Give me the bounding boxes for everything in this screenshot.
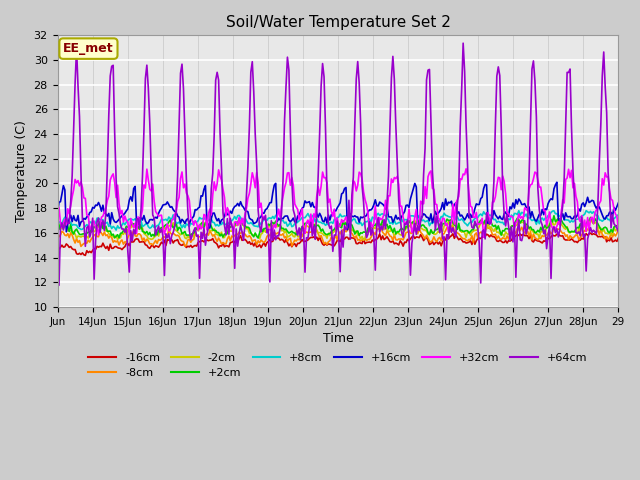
+16cm	[54, 211, 61, 217]
-8cm	[449, 223, 457, 228]
-16cm	[344, 234, 351, 240]
+64cm	[92, 238, 99, 243]
-16cm	[81, 252, 89, 258]
-8cm	[613, 230, 621, 236]
+32cm	[480, 234, 488, 240]
Legend: -16cm, -8cm, -2cm, +2cm, +8cm, +16cm, +32cm, +64cm: -16cm, -8cm, -2cm, +2cm, +8cm, +16cm, +3…	[84, 348, 592, 383]
+8cm	[112, 227, 120, 233]
-16cm	[613, 239, 621, 244]
-16cm	[54, 247, 61, 252]
+64cm	[74, 84, 82, 89]
-8cm	[73, 236, 81, 241]
Line: +2cm: +2cm	[58, 216, 618, 238]
Line: +8cm: +8cm	[58, 211, 618, 230]
+64cm	[455, 186, 463, 192]
+16cm	[344, 227, 351, 232]
+64cm	[460, 40, 467, 46]
+8cm	[73, 222, 81, 228]
-16cm	[455, 237, 463, 242]
+64cm	[540, 231, 548, 237]
-2cm	[90, 229, 98, 235]
-2cm	[614, 228, 622, 233]
+2cm	[538, 228, 546, 233]
-8cm	[54, 237, 61, 242]
+8cm	[344, 213, 351, 218]
Line: -8cm: -8cm	[58, 226, 618, 246]
Line: +32cm: +32cm	[58, 169, 618, 237]
-2cm	[613, 227, 621, 232]
+8cm	[582, 208, 590, 214]
-2cm	[54, 229, 61, 235]
-2cm	[360, 237, 367, 243]
+32cm	[342, 214, 350, 220]
-2cm	[342, 219, 350, 225]
+8cm	[614, 212, 622, 218]
X-axis label: Time: Time	[323, 332, 353, 345]
-2cm	[455, 224, 463, 230]
+64cm	[55, 282, 63, 288]
-2cm	[553, 216, 561, 222]
+16cm	[92, 202, 99, 208]
+2cm	[54, 227, 61, 232]
-16cm	[92, 246, 99, 252]
-8cm	[92, 231, 99, 237]
Line: +16cm: +16cm	[58, 182, 618, 232]
+32cm	[73, 180, 81, 186]
+2cm	[344, 222, 351, 228]
+64cm	[54, 222, 61, 228]
-8cm	[540, 234, 548, 240]
+64cm	[344, 224, 351, 230]
Text: EE_met: EE_met	[63, 42, 114, 55]
+16cm	[553, 180, 561, 185]
+2cm	[90, 224, 98, 229]
Line: -16cm: -16cm	[58, 233, 618, 255]
+2cm	[613, 223, 621, 228]
+16cm	[455, 209, 463, 215]
-16cm	[73, 251, 81, 256]
-8cm	[344, 227, 351, 233]
+2cm	[550, 213, 558, 218]
+32cm	[90, 218, 98, 224]
-2cm	[538, 229, 546, 235]
+16cm	[538, 206, 546, 212]
+8cm	[538, 215, 546, 221]
-16cm	[614, 235, 622, 241]
+2cm	[254, 235, 262, 241]
+32cm	[614, 228, 622, 233]
-16cm	[587, 230, 595, 236]
-2cm	[73, 235, 81, 241]
Y-axis label: Temperature (C): Temperature (C)	[15, 120, 28, 222]
Line: -2cm: -2cm	[58, 219, 618, 240]
+32cm	[613, 213, 621, 219]
+16cm	[613, 204, 621, 209]
+2cm	[455, 220, 463, 226]
+16cm	[614, 200, 622, 206]
+32cm	[540, 208, 548, 214]
Title: Soil/Water Temperature Set 2: Soil/Water Temperature Set 2	[225, 15, 451, 30]
+32cm	[54, 211, 61, 217]
+64cm	[613, 225, 621, 231]
+16cm	[63, 229, 70, 235]
+32cm	[454, 197, 461, 203]
-8cm	[456, 233, 464, 239]
+16cm	[74, 213, 82, 218]
Line: +64cm: +64cm	[58, 43, 618, 285]
+2cm	[73, 226, 81, 232]
-8cm	[614, 226, 622, 232]
-8cm	[77, 243, 84, 249]
+8cm	[455, 217, 463, 223]
+2cm	[614, 223, 622, 229]
+8cm	[90, 219, 98, 225]
+8cm	[54, 218, 61, 224]
-16cm	[538, 240, 546, 246]
+8cm	[613, 213, 621, 218]
+64cm	[614, 229, 622, 235]
+32cm	[462, 166, 470, 172]
